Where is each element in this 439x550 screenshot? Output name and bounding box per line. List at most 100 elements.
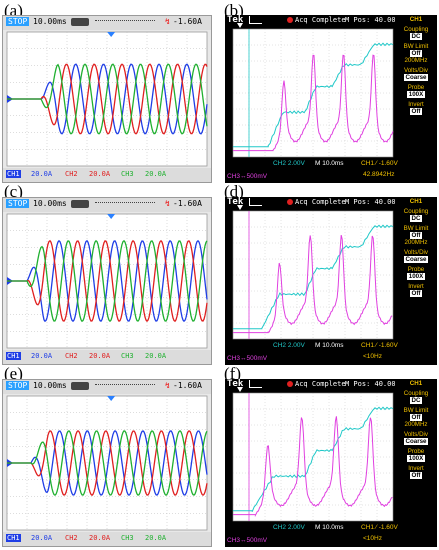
trigger-position-marker xyxy=(237,387,243,392)
menu-probe-value: 100X xyxy=(406,273,426,280)
scope-bottom-bar: CH1 20.0A CH2 20.0A CH3 20.0A xyxy=(3,168,211,182)
scope-panel-a: STOP 10.00ms ↯ -1.60A CH1 20.0A CH2 20.0… xyxy=(2,15,212,183)
scope-top-bar: Tek Acq Complete M Pos: 40.00ms xyxy=(225,379,437,393)
series-ch2-line xyxy=(7,63,208,135)
scope-panel-c: STOP 10.00ms ↯ -1.60A CH1 20.0A CH2 20.0… xyxy=(2,197,212,365)
menu-volts-value: Coarse xyxy=(403,256,429,263)
frequency-readout: <10Hz xyxy=(363,535,382,542)
scope-top-bar: Tek Acq Complete M Pos: 40.00ms xyxy=(225,197,437,211)
trigger-level: -1.60A xyxy=(173,199,202,208)
menu-bw-sub: 200MHz xyxy=(404,421,428,428)
scope-panel-b: Tek Acq Complete M Pos: 40.00ms CH1 Coup… xyxy=(225,15,437,183)
menu-coupling: Coupling xyxy=(403,26,429,33)
series-ch2-line xyxy=(233,406,394,512)
menu-volts-div: Volts/Div xyxy=(403,431,429,438)
menu-ch1-title: CH1 xyxy=(409,198,423,205)
ch3-label: CH3 xyxy=(121,170,134,178)
menu-bw-value: Off xyxy=(409,50,423,57)
menu-probe-value: 100X xyxy=(406,91,426,98)
menu-bw-value: Off xyxy=(409,414,423,421)
acq-status-icon xyxy=(287,17,293,23)
ch3-label: CH3 xyxy=(121,352,134,360)
ch1-badge: CH1 xyxy=(6,170,21,178)
trigger-position-marker xyxy=(107,32,116,37)
scope-panel-f: Tek Acq Complete M Pos: 40.00ms CH1 Coup… xyxy=(225,379,437,547)
scope-bottom-bar: CH3↔500mV xyxy=(225,351,437,365)
scope-panel-d: Tek Acq Complete M Pos: 40.00ms CH1 Coup… xyxy=(225,197,437,365)
scope-side-menu: CH1 Coupling DC BW Limit Off 200MHz Volt… xyxy=(395,15,437,183)
menu-invert-value: Off xyxy=(409,472,423,479)
series-ch2-line xyxy=(233,224,394,330)
menu-coupling-value: DC xyxy=(409,215,423,222)
trigger-readout: CH1 ∕ -1.60V xyxy=(361,160,398,167)
ch2-scale: 20.0A xyxy=(89,534,111,542)
menu-ch1-title: CH1 xyxy=(409,16,423,23)
scope-bottom-bar: CH1 20.0A CH2 20.0A CH3 20.0A xyxy=(3,532,211,546)
trigger-position-marker xyxy=(107,396,116,401)
frequency-readout: 42.8942Hz xyxy=(363,171,395,178)
menu-bw-limit: BW Limit xyxy=(403,225,429,232)
menu-volts-div: Volts/Div xyxy=(403,249,429,256)
series-ch1-line xyxy=(7,239,208,323)
trigger-edge-icon xyxy=(249,198,262,206)
trigger-icon: ↯ xyxy=(165,199,170,208)
ch2-readout: CH2 2.00V xyxy=(273,160,305,167)
ch1-scale: 20.0A xyxy=(31,534,53,542)
timebase-readout: M 10.0ms xyxy=(315,342,344,349)
series-ch1-line xyxy=(7,63,208,135)
scope-top-bar: Tek Acq Complete M Pos: 40.00ms xyxy=(225,15,437,29)
mpos-readout: M Pos: 40.00ms xyxy=(345,16,405,24)
menu-volts-value: Coarse xyxy=(403,74,429,81)
scope-side-menu: CH1 Coupling DC BW Limit Off 200MHz Volt… xyxy=(395,379,437,547)
menu-invert-value: Off xyxy=(409,290,423,297)
series-ch3-line xyxy=(233,54,394,152)
trigger-edge-icon xyxy=(249,16,262,24)
menu-coupling: Coupling xyxy=(403,208,429,215)
ch2-label: CH2 xyxy=(65,534,78,542)
grid xyxy=(6,395,208,531)
menu-probe: Probe xyxy=(407,266,425,273)
menu-bw-sub: 200MHz xyxy=(404,239,428,246)
brand-logo: Tek xyxy=(227,197,244,207)
ch2-readout: CH2 2.00V xyxy=(273,342,305,349)
timebase-readout: M 10.0ms xyxy=(315,524,344,531)
ch3-label: CH3↔500mV xyxy=(227,173,268,180)
series-ch3-line xyxy=(233,416,393,518)
brand-logo: Tek xyxy=(227,15,244,25)
menu-invert: Invert xyxy=(408,283,424,290)
menu-bw-sub: 200MHz xyxy=(404,57,428,64)
acq-status: Acq Complete xyxy=(295,198,346,206)
acq-status-icon xyxy=(287,199,293,205)
ch3-label: CH3↔500mV xyxy=(227,355,268,362)
panel-label-e: (e) xyxy=(4,364,23,383)
trigger-edge-icon xyxy=(249,380,262,388)
scope-bottom-bar: CH3↔500mV xyxy=(225,169,437,183)
timebase-readout: 10.00ms xyxy=(33,17,67,26)
mpos-readout: M Pos: 40.00ms xyxy=(345,380,405,388)
trigger-readout: CH1 ∕ -1.60V xyxy=(361,524,398,531)
stop-badge: STOP xyxy=(6,199,30,208)
trigger-readout: CH1 ∕ -1.60V xyxy=(361,342,398,349)
timebase-readout: 10.00ms xyxy=(33,381,67,390)
ch2-scale: 20.0A xyxy=(89,170,111,178)
series-ch2-line xyxy=(7,239,208,323)
stop-badge: STOP xyxy=(6,17,30,26)
menu-coupling-value: DC xyxy=(409,397,423,404)
scope-top-bar: STOP 10.00ms ↯ -1.60A xyxy=(3,380,211,394)
menu-probe: Probe xyxy=(407,84,425,91)
acq-status: Acq Complete xyxy=(295,16,346,24)
ch3-scale: 20.0A xyxy=(145,170,167,178)
menu-probe: Probe xyxy=(407,448,425,455)
timebase-readout: M 10.0ms xyxy=(315,160,344,167)
panel-label-f: (f) xyxy=(224,364,241,383)
timebase-readout: 10.00ms xyxy=(33,199,67,208)
ch3-label: CH3 xyxy=(121,534,134,542)
ch2-readout: CH2 2.00V xyxy=(273,524,305,531)
series-ch3-line xyxy=(7,63,208,135)
menu-invert: Invert xyxy=(408,465,424,472)
acq-icon xyxy=(71,382,89,390)
memory-bar-icon xyxy=(95,384,155,389)
acq-icon xyxy=(71,18,89,26)
stop-badge: STOP xyxy=(6,381,30,390)
menu-probe-value: 100X xyxy=(406,455,426,462)
